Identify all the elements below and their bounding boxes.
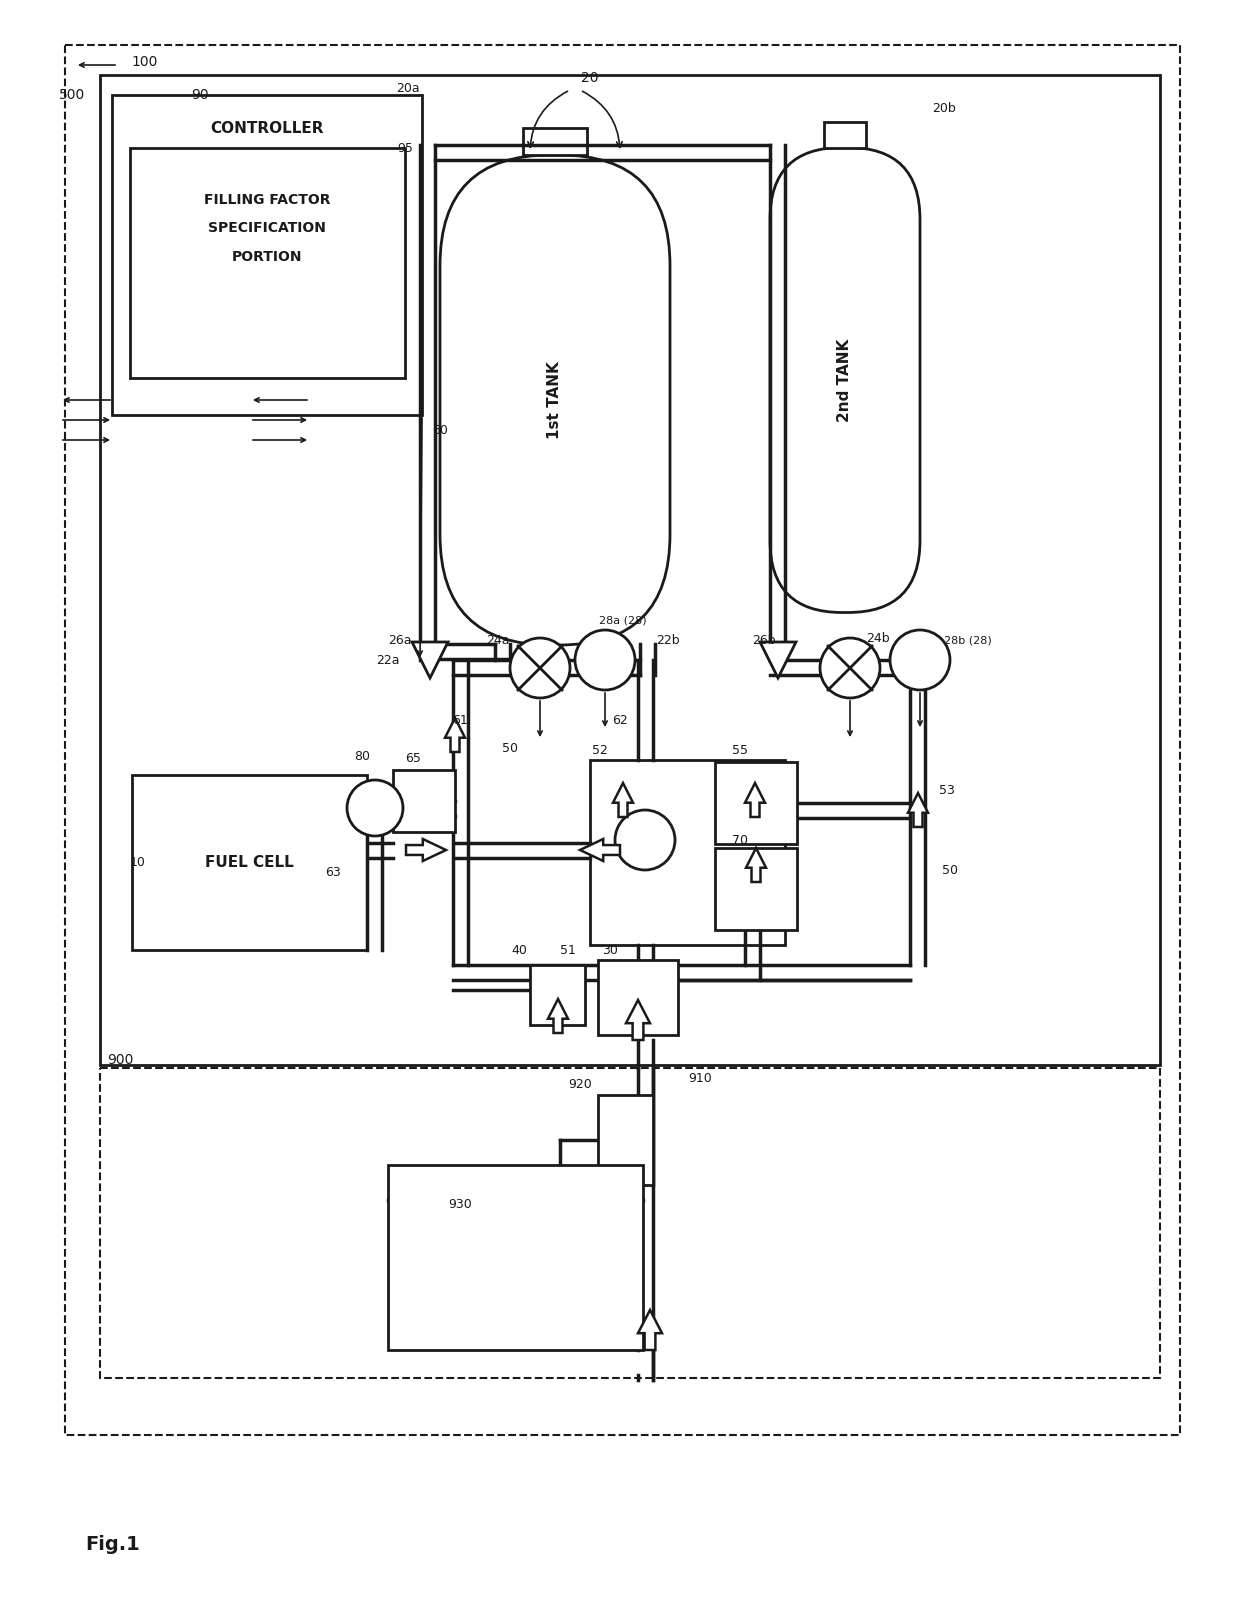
- Bar: [100, 75, 1159, 1064]
- Bar: [130, 147, 405, 378]
- Circle shape: [347, 781, 403, 837]
- Polygon shape: [626, 1000, 650, 1040]
- Text: 65: 65: [405, 752, 420, 765]
- Text: 20a: 20a: [397, 82, 420, 95]
- Text: 20b: 20b: [932, 101, 956, 114]
- Circle shape: [890, 630, 950, 689]
- Text: 90: 90: [191, 88, 208, 103]
- Text: 500: 500: [58, 88, 86, 103]
- Text: 900: 900: [107, 1053, 133, 1068]
- Bar: [393, 769, 455, 832]
- Text: FILLING FACTOR: FILLING FACTOR: [203, 192, 330, 207]
- Polygon shape: [405, 838, 446, 861]
- Polygon shape: [760, 641, 796, 678]
- Text: 1st TANK: 1st TANK: [548, 361, 563, 439]
- Text: 920: 920: [568, 1079, 591, 1092]
- Text: 53: 53: [939, 784, 955, 797]
- Text: 10: 10: [130, 856, 146, 869]
- Polygon shape: [908, 793, 928, 827]
- Text: 26a: 26a: [388, 633, 412, 646]
- Bar: [590, 760, 785, 946]
- Circle shape: [575, 630, 635, 689]
- Bar: [388, 1165, 644, 1350]
- Bar: [598, 1095, 653, 1185]
- Text: Fig.1: Fig.1: [86, 1536, 140, 1555]
- Text: 70: 70: [732, 834, 748, 846]
- FancyBboxPatch shape: [440, 155, 670, 644]
- Circle shape: [820, 638, 880, 697]
- Text: PORTION: PORTION: [232, 250, 303, 264]
- Text: 63: 63: [325, 866, 341, 878]
- Text: 30: 30: [603, 944, 618, 957]
- Bar: [825, 122, 866, 147]
- Text: 26b: 26b: [753, 633, 776, 646]
- Bar: [598, 960, 678, 1036]
- Text: 95: 95: [397, 141, 413, 154]
- Bar: [715, 848, 797, 930]
- Text: 60: 60: [432, 423, 448, 436]
- Text: 40: 40: [511, 944, 527, 957]
- Text: 22a: 22a: [377, 654, 401, 667]
- Text: 930: 930: [448, 1199, 472, 1212]
- Bar: [715, 761, 797, 845]
- Bar: [64, 45, 1180, 1435]
- Polygon shape: [445, 718, 465, 752]
- Text: 50: 50: [942, 864, 959, 877]
- Polygon shape: [639, 1310, 662, 1350]
- Text: 100: 100: [131, 55, 159, 69]
- Text: 22b: 22b: [656, 633, 680, 646]
- Bar: [529, 965, 585, 1024]
- Circle shape: [510, 638, 570, 697]
- Polygon shape: [412, 641, 448, 678]
- Text: 52: 52: [591, 744, 608, 757]
- Text: 61: 61: [453, 713, 467, 726]
- Text: FUEL CELL: FUEL CELL: [205, 854, 294, 869]
- Text: 55: 55: [732, 744, 748, 757]
- Polygon shape: [746, 848, 766, 882]
- Text: SPECIFICATION: SPECIFICATION: [208, 221, 326, 236]
- Text: 51: 51: [560, 944, 575, 957]
- Text: 2nd TANK: 2nd TANK: [837, 338, 852, 422]
- Text: 62: 62: [613, 713, 627, 726]
- Polygon shape: [613, 782, 632, 818]
- Polygon shape: [548, 999, 568, 1032]
- Text: CONTROLLER: CONTROLLER: [211, 120, 324, 136]
- Text: 80: 80: [353, 750, 370, 763]
- Text: 28a (28): 28a (28): [599, 616, 647, 625]
- Bar: [100, 1068, 1159, 1379]
- Bar: [112, 95, 422, 415]
- Polygon shape: [580, 838, 620, 861]
- Text: 910: 910: [688, 1071, 712, 1085]
- FancyBboxPatch shape: [770, 147, 920, 612]
- Text: 20: 20: [582, 71, 599, 85]
- Polygon shape: [745, 782, 765, 818]
- Text: 50: 50: [502, 742, 518, 755]
- Bar: [131, 774, 367, 951]
- Text: 28b (28): 28b (28): [944, 635, 992, 644]
- Bar: [523, 128, 588, 155]
- Text: 24b: 24b: [867, 632, 890, 644]
- Circle shape: [615, 810, 675, 870]
- Text: 24a: 24a: [486, 633, 510, 646]
